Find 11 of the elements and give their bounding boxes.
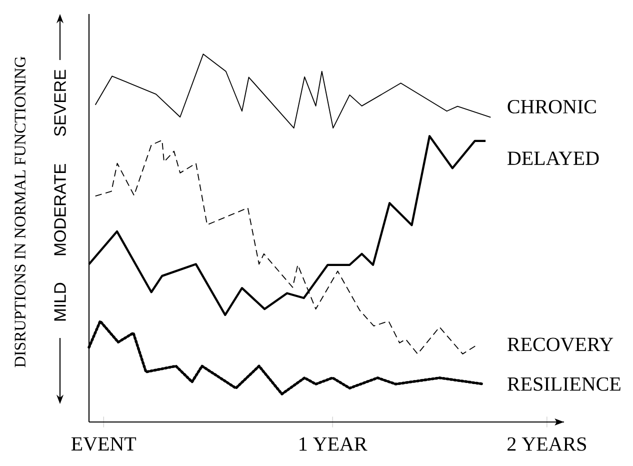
x-tick-label: 2 YEARS (508, 437, 586, 451)
text: MODERATE (54, 164, 66, 256)
y-axis-title: DISRUPTIONS IN NORMAL FUNCTIONING (14, 56, 26, 368)
series-label: RECOVERY (508, 338, 614, 352)
x-tick-label: 1 YEAR (300, 437, 368, 451)
text: MILD (54, 282, 66, 321)
series-label: DELAYED (508, 152, 599, 165)
x-tick-label: EVENT (71, 437, 136, 451)
series-label: RESILIENCE (508, 377, 620, 391)
text: SEVERE (54, 70, 66, 136)
series-label: CHRONIC (508, 100, 596, 114)
